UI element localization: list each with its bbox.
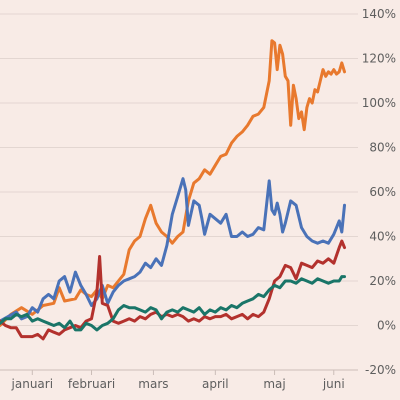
x-tick-label: juni xyxy=(322,377,345,391)
x-axis-tick-labels: januari februari mars april maj juni xyxy=(11,377,345,391)
x-tick-label: januari xyxy=(11,377,54,391)
series-lines xyxy=(0,39,346,341)
x-axis-ticks xyxy=(31,370,335,375)
y-tick-label: 60% xyxy=(369,185,396,199)
series-line-4 xyxy=(0,275,346,332)
x-tick-label: maj xyxy=(263,377,285,391)
x-tick-label: april xyxy=(202,377,229,391)
y-tick-label: 20% xyxy=(369,274,396,288)
y-axis-tick-labels: -20% 0% 20% 40% 60% 80% 100% 120% 140% xyxy=(362,7,396,377)
y-tick-label: 100% xyxy=(362,96,396,110)
series-line-2 xyxy=(0,177,346,323)
y-tick-label: 120% xyxy=(362,52,396,66)
y-tick-label: 80% xyxy=(369,141,396,155)
y-tick-label: 40% xyxy=(369,230,396,244)
y-tick-label: 0% xyxy=(377,319,396,333)
series-line-3 xyxy=(0,239,346,341)
y-tick-label: 140% xyxy=(362,7,396,21)
x-tick-label: februari xyxy=(68,377,115,391)
x-tick-label: mars xyxy=(138,377,168,391)
y-tick-label: -20% xyxy=(365,363,396,377)
